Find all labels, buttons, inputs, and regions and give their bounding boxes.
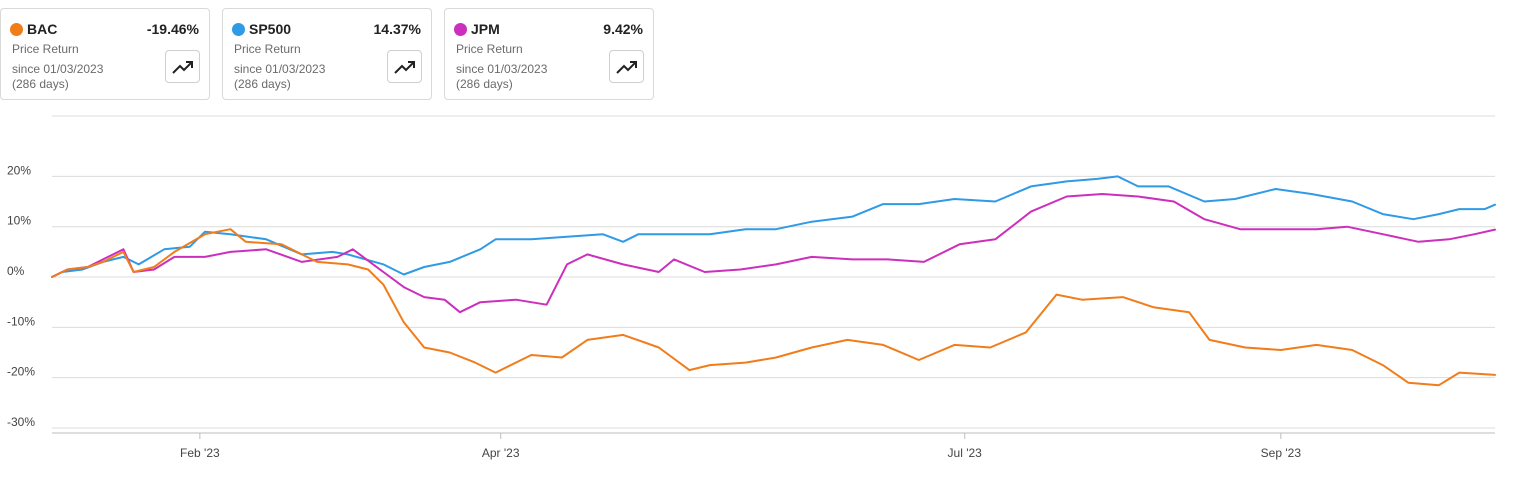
card-jpm: JPM 9.42% Price Return since 01/03/2023 …	[444, 8, 654, 100]
x-axis: Feb '23 Apr '23 Jul '23 Sep '23	[52, 432, 1495, 460]
card-days: (286 days)	[234, 77, 291, 91]
card-metric: Price Return	[456, 42, 523, 56]
card-return: 14.37%	[373, 21, 421, 37]
card-since: since 01/03/2023	[234, 62, 326, 76]
line-chart: 20% 10% 0% -10% -20% -30% Feb '23 Apr '23 Jul '…	[7, 115, 1496, 460]
bac-color-dot	[10, 23, 23, 36]
y-tick-label: -30%	[7, 415, 35, 429]
series-line-sp500	[51, 175, 1496, 278]
card-since: since 01/03/2023	[456, 62, 548, 76]
x-tick-label: Feb '23	[180, 446, 220, 460]
y-tick-label: 20%	[7, 163, 31, 177]
card-ticker: JPM	[471, 21, 500, 37]
series-lines	[51, 175, 1496, 387]
trend-up-icon	[171, 60, 193, 74]
card-metric: Price Return	[12, 42, 79, 56]
trend-up-icon	[615, 60, 637, 74]
card-sp500: SP500 14.37% Price Return since 01/03/20…	[222, 8, 432, 100]
card-since: since 01/03/2023	[12, 62, 104, 76]
card-bac: BAC -19.46% Price Return since 01/03/202…	[0, 8, 210, 100]
card-ticker: SP500	[249, 21, 292, 37]
series-line-bac	[51, 228, 1496, 387]
jpm-color-dot	[454, 23, 467, 36]
trend-button[interactable]	[609, 50, 644, 83]
trend-up-icon	[393, 60, 415, 74]
card-days: (286 days)	[12, 77, 69, 91]
y-tick-label: -20%	[7, 365, 35, 379]
card-return: 9.42%	[603, 21, 643, 37]
x-tick-label: Jul '23	[948, 446, 983, 460]
x-tick-label: Apr '23	[482, 446, 520, 460]
y-tick-label: 0%	[7, 264, 25, 278]
x-tick-label: Sep '23	[1261, 446, 1302, 460]
y-tick-label: 10%	[7, 214, 31, 228]
card-return: -19.46%	[146, 21, 199, 37]
card-metric: Price Return	[234, 42, 301, 56]
sp500-color-dot	[232, 23, 245, 36]
y-axis: 20% 10% 0% -10% -20% -30%	[7, 163, 35, 429]
trend-button[interactable]	[387, 50, 422, 83]
chart-grid	[52, 115, 1495, 429]
card-ticker: BAC	[27, 21, 58, 37]
trend-button[interactable]	[165, 50, 200, 83]
series-line-jpm	[51, 193, 1496, 314]
y-tick-label: -10%	[7, 314, 35, 328]
card-days: (286 days)	[456, 77, 513, 91]
